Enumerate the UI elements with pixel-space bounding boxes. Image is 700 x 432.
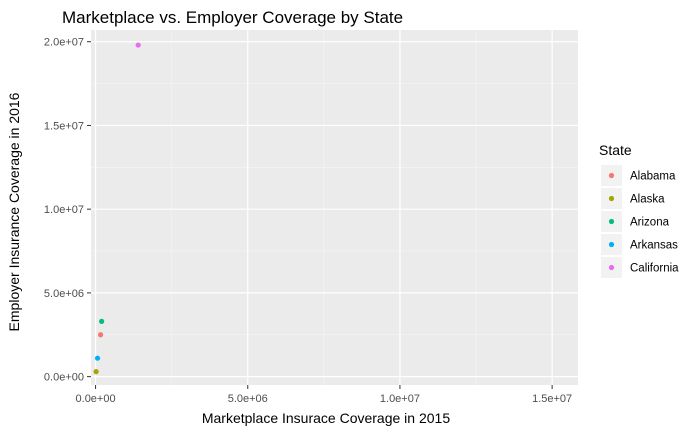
data-point	[97, 332, 104, 338]
data-point	[99, 318, 105, 324]
plot-panel	[91, 30, 578, 385]
y-tick-label: 5.0e+06	[44, 288, 84, 300]
minor-grid	[91, 30, 578, 385]
data-point	[93, 369, 99, 375]
x-tick-label: 1.0e+07	[380, 393, 420, 405]
legend-label: Arkansas	[630, 240, 678, 252]
legend-title: State	[599, 142, 632, 158]
y-tick-label: 1.5e+07	[44, 120, 84, 132]
legend: State Alabama Alaska Arizona Arkansas Califo…	[599, 142, 679, 278]
x-axis-title: Marketplace Insurace Coverage in 2015	[202, 410, 450, 426]
legend-items: Alabama Alaska Arizona Arkansas California	[601, 165, 679, 278]
data-point	[135, 42, 141, 48]
legend-swatch	[608, 195, 615, 202]
data-points	[93, 42, 141, 375]
legend-label: Arizona	[630, 217, 670, 229]
legend-label: California	[630, 263, 679, 275]
y-tick-label: 1.0e+07	[44, 204, 84, 216]
legend-swatch	[608, 241, 615, 248]
chart-title: Marketplace vs. Employer Coverage by Sta…	[62, 8, 403, 27]
y-axis-title: Employer Insurance Coverage in 2016	[6, 92, 22, 331]
legend-swatch	[608, 218, 615, 225]
x-axis-ticks: 0.0e+00 5.0e+06 1.0e+07 1.5e+07	[76, 385, 572, 405]
legend-label: Alaska	[630, 194, 665, 206]
major-grid	[91, 30, 578, 385]
y-axis-ticks: 0.0e+00 5.0e+06 1.0e+07 1.5e+07 2.0e+07	[44, 37, 91, 384]
legend-swatch	[608, 264, 615, 271]
legend-swatch	[608, 172, 615, 179]
x-tick-label: 5.0e+06	[228, 393, 268, 405]
legend-label: Alabama	[630, 171, 676, 183]
x-tick-label: 1.5e+07	[532, 393, 572, 405]
y-tick-label: 0.0e+00	[44, 372, 84, 384]
y-tick-label: 2.0e+07	[44, 37, 84, 49]
data-point	[94, 355, 101, 361]
x-tick-label: 0.0e+00	[76, 393, 116, 405]
